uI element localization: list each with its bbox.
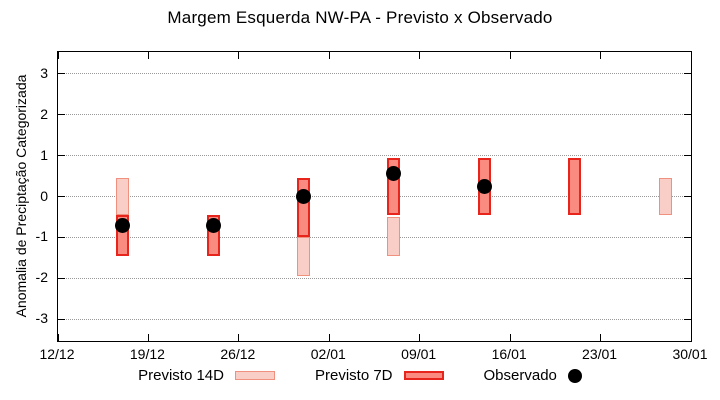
observed-dot [476,178,492,194]
gridline [58,196,691,197]
observed-dot [386,166,402,182]
observed-dot [205,217,221,233]
y-tick-mark [58,73,65,75]
x-tick-mark [690,334,692,341]
bar-previsto-14d [387,216,401,256]
x-tick-mark [57,52,59,59]
bar-previsto-14d [116,178,130,215]
y-tick-mark [58,114,65,116]
y-tick-mark [684,196,691,197]
y-tick-mark [684,73,691,75]
y-tick-mark [58,277,65,279]
x-tick-mark [419,334,421,341]
y-tick-mark [684,277,691,279]
bar-previsto-7d [568,157,582,215]
gridline [58,73,691,75]
x-tick-mark [690,52,692,59]
x-tick-label: 23/01 [582,346,618,362]
legend-item-previsto-14d: Previsto 14D [138,367,275,384]
bar-previsto-7d [296,178,310,238]
x-tick-mark [328,52,330,59]
y-tick-mark [684,114,691,116]
legend-item-observado: Observado [484,367,582,384]
observed-dot [295,189,311,204]
chart-title: Margem Esquerda NW-PA - Previsto x Obser… [167,8,553,27]
legend: Previsto 14D Previsto 7D Observado [0,367,720,384]
legend-observado-label: Observado [483,367,557,384]
x-tick-mark [600,334,602,341]
gridline [58,155,691,157]
y-tick-mark [58,318,65,320]
x-tick-mark [147,334,149,341]
y-tick-label: -2 [35,269,48,286]
y-tick-mark [684,236,691,238]
x-tick-mark [600,52,602,59]
x-tick-label: 26/12 [220,346,256,362]
x-tick-label: 16/01 [491,346,527,362]
legend-previsto-14d-label: Previsto 14D [138,367,224,384]
plot-area [57,51,692,342]
observado-dot-swatch [567,368,582,383]
gridline [58,277,691,279]
previsto-7d-swatch [403,371,444,380]
observed-dot [115,217,131,233]
bar-previsto-14d [296,237,310,277]
x-tick-mark [328,334,330,341]
y-tick-label: -1 [35,228,48,245]
x-tick-mark [419,52,421,59]
x-tick-label: 12/12 [39,346,75,362]
y-tick-label: -3 [35,310,48,327]
gridline [58,236,691,238]
y-tick-label: 1 [40,146,48,163]
x-tick-mark [509,52,511,59]
x-tick-mark [147,52,149,59]
y-tick-mark [58,236,65,238]
y-tick-mark [58,196,65,197]
gridline [58,318,691,320]
y-tick-label: 0 [40,187,48,204]
bar-previsto-14d [658,178,672,215]
y-tick-mark [58,155,65,157]
x-tick-label: 02/01 [310,346,346,362]
y-tick-label: 3 [40,64,48,81]
y-tick-label: 2 [40,105,48,122]
x-tick-mark [238,334,240,341]
x-tick-label: 09/01 [401,346,437,362]
y-tick-mark [684,155,691,157]
x-tick-mark [57,334,59,341]
gridline [58,114,691,116]
x-tick-label: 19/12 [129,346,165,362]
x-tick-mark [238,52,240,59]
x-tick-mark [509,334,511,341]
y-tick-mark [684,318,691,320]
legend-item-previsto-7d: Previsto 7D [315,367,444,384]
previsto-14d-swatch [234,371,275,380]
x-tick-label: 30/01 [672,346,708,362]
legend-previsto-7d-label: Previsto 7D [314,367,393,384]
